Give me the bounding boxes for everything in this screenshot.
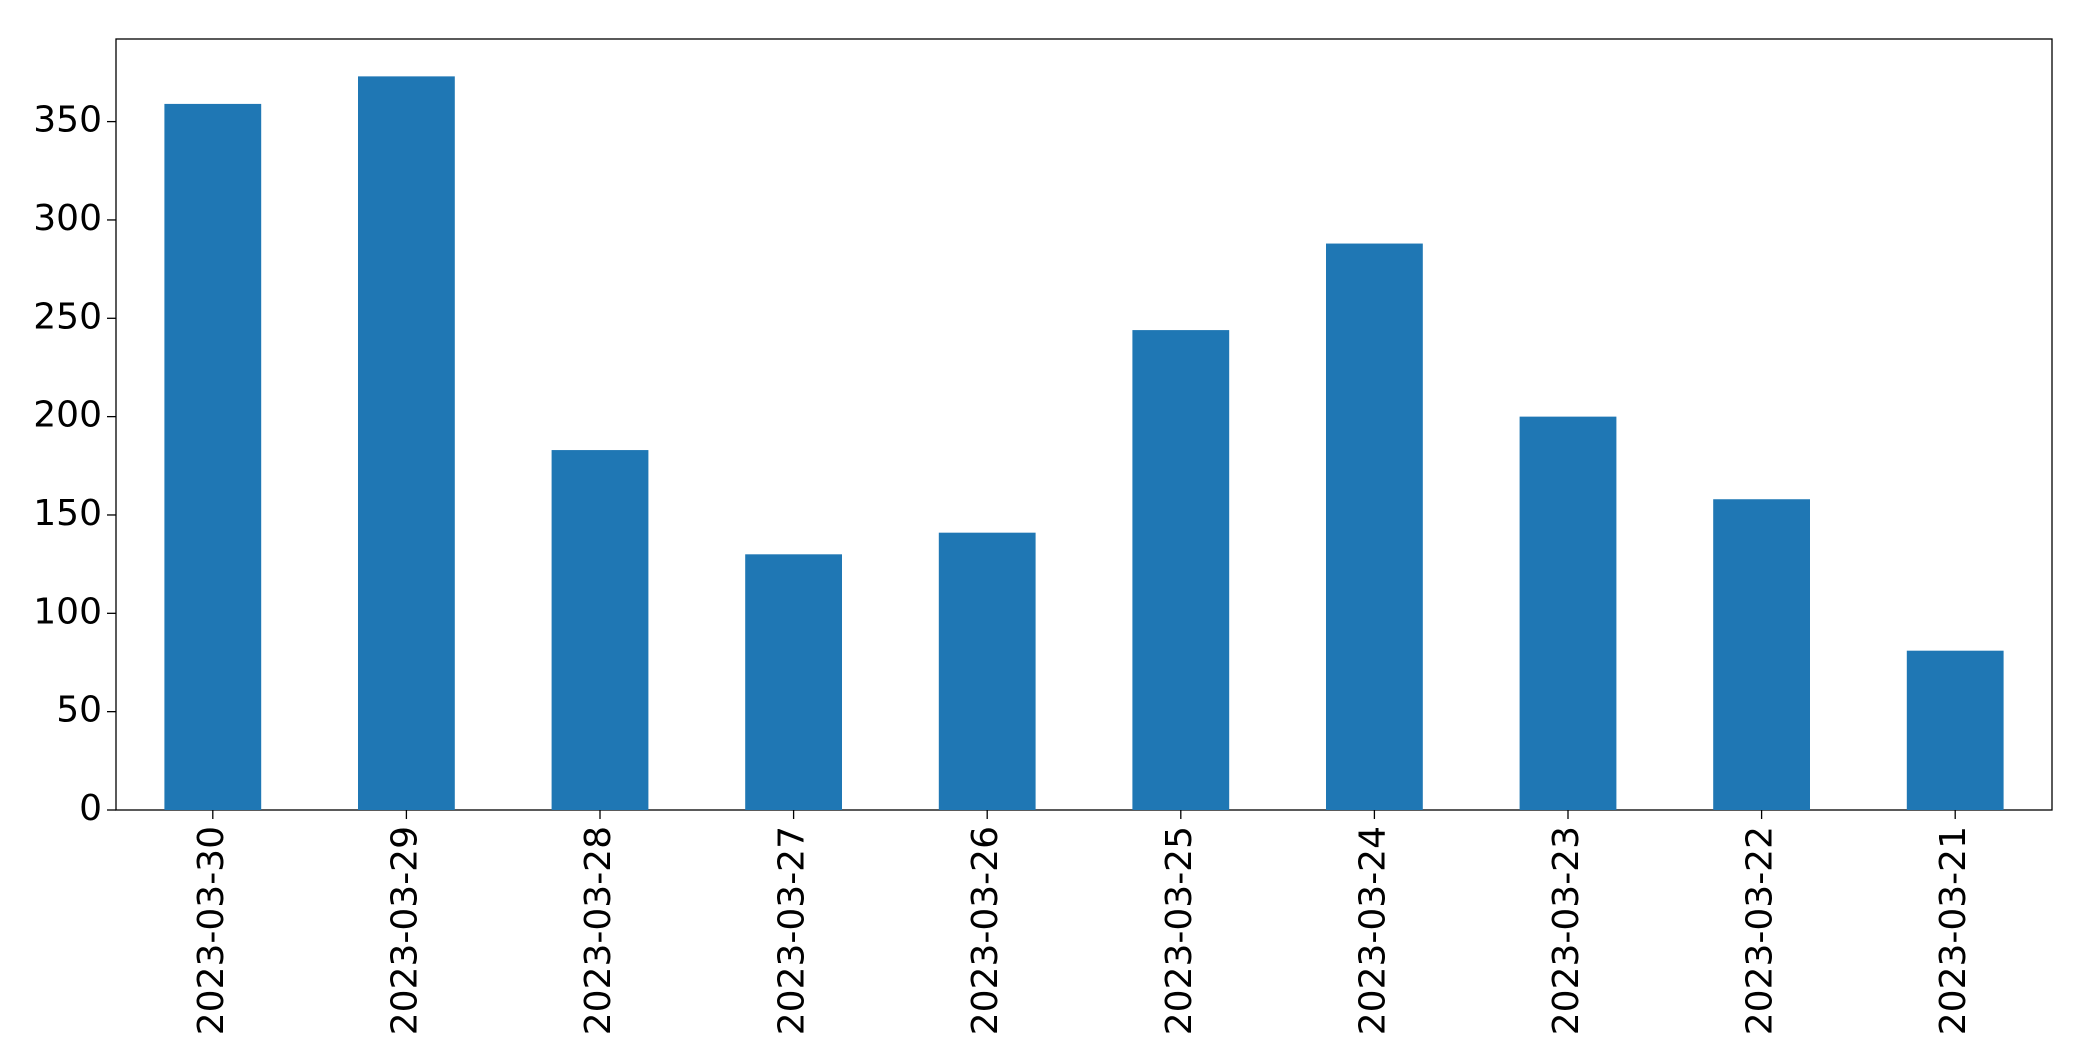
x-tick-label: 2023-03-30	[191, 826, 232, 1035]
bar	[938, 532, 1036, 810]
bar	[551, 450, 649, 810]
y-tick-label: 150	[33, 493, 102, 534]
y-tick-label: 250	[33, 296, 102, 337]
y-tick-label: 0	[79, 788, 102, 829]
y-tick-label: 200	[33, 395, 102, 436]
bar	[745, 554, 842, 810]
bar	[1132, 330, 1230, 810]
x-tick-label: 2023-03-26	[965, 826, 1006, 1035]
x-tick-label: 2023-03-27	[772, 826, 813, 1035]
x-tick-label: 2023-03-28	[578, 826, 619, 1035]
x-tick-label: 2023-03-29	[384, 826, 425, 1035]
y-tick-label: 100	[33, 591, 102, 632]
x-tick-label: 2023-03-23	[1546, 826, 1587, 1035]
bar	[1713, 499, 1810, 810]
bar	[1906, 650, 2004, 810]
x-tick-label: 2023-03-22	[1740, 826, 1781, 1035]
x-tick-label: 2023-03-21	[1933, 826, 1974, 1035]
y-tick-label: 350	[33, 100, 102, 141]
x-tick-label: 2023-03-25	[1159, 826, 1200, 1035]
bar	[1519, 416, 1617, 810]
y-tick-label: 50	[56, 690, 102, 731]
x-tick-label: 2023-03-24	[1352, 826, 1393, 1035]
bar	[358, 76, 455, 811]
y-tick-label: 300	[33, 198, 102, 239]
bar	[164, 103, 262, 810]
bar	[1326, 243, 1423, 810]
plot-frame	[115, 38, 2053, 811]
